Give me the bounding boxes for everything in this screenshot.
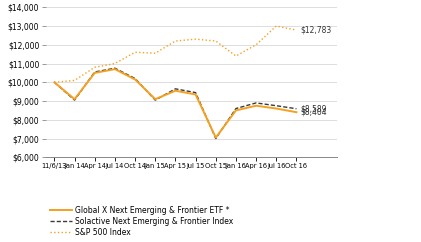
Text: $12,783: $12,783 xyxy=(301,26,332,35)
Legend: Global X Next Emerging & Frontier ETF *, Solactive Next Emerging & Frontier Inde: Global X Next Emerging & Frontier ETF *,… xyxy=(50,206,234,237)
Text: $8,404: $8,404 xyxy=(301,108,327,117)
Text: $8,589: $8,589 xyxy=(301,104,327,113)
